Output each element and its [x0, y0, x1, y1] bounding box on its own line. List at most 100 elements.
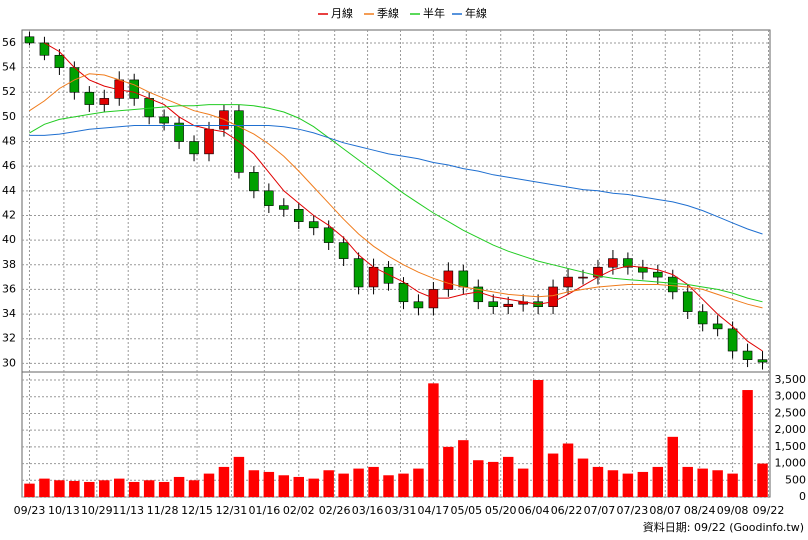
volume-bar	[727, 473, 738, 497]
candle-body	[323, 227, 334, 243]
volume-bar	[248, 470, 260, 497]
candle-body	[368, 266, 379, 288]
volume-bar	[368, 466, 379, 497]
volume-bar	[323, 470, 334, 497]
volume-bar	[278, 475, 290, 497]
x-tick-label: 09/22	[753, 504, 785, 517]
volume-bar	[622, 473, 634, 497]
candle-body	[697, 311, 708, 325]
volume-bar	[428, 383, 439, 497]
ma-line	[29, 73, 763, 309]
volume-bar	[114, 478, 125, 497]
y-tick-label: 44	[2, 184, 16, 197]
legend-label: 年線	[465, 6, 487, 20]
candle-body	[249, 172, 259, 192]
x-tick-label: 10/13	[48, 504, 80, 517]
x-tick-label: 05/20	[485, 504, 517, 517]
ma-line	[29, 125, 763, 235]
candle-body	[608, 258, 618, 268]
x-tick-label: 12/31	[216, 504, 248, 517]
candle-body	[503, 303, 513, 307]
volume-bar	[473, 460, 484, 497]
legend-label: 月線	[331, 6, 353, 20]
volume-bar	[233, 456, 245, 497]
x-tick-label: 07/23	[617, 504, 649, 517]
candle-body	[443, 270, 454, 290]
candle-body	[159, 116, 169, 124]
candle-body	[727, 328, 738, 352]
volume-bar	[188, 480, 200, 497]
candle-body	[488, 301, 499, 307]
y-tick-label: 36	[2, 282, 16, 295]
candle-body	[428, 289, 439, 309]
candle-body	[667, 276, 678, 293]
candle-body	[548, 286, 558, 307]
candle-body	[473, 286, 484, 303]
candle-body	[204, 128, 214, 155]
volume-bar	[218, 466, 230, 497]
volume-bar	[143, 480, 155, 497]
candle-body	[578, 276, 588, 279]
x-tick-label: 03/31	[385, 504, 417, 517]
candle-body	[129, 79, 139, 99]
volume-bar	[682, 466, 693, 497]
volume-bar	[158, 481, 170, 497]
volume-tick-label: 2,500	[775, 406, 807, 419]
x-tick-label: 03/16	[352, 504, 384, 517]
x-tick-label: 08/24	[684, 504, 716, 517]
volume-bar	[308, 478, 319, 497]
candle-body	[54, 54, 65, 68]
volume-bar	[742, 390, 753, 497]
volume-tick-label: 3,500	[775, 373, 807, 386]
y-tick-label: 32	[2, 332, 16, 345]
volume-tick-label: 1,500	[775, 440, 807, 453]
volume-tick-label: 0	[799, 490, 806, 503]
candle-body	[353, 258, 364, 288]
candle-body	[293, 209, 304, 222]
candle-body	[742, 350, 753, 360]
candle-body	[712, 323, 723, 330]
candle-body	[99, 98, 110, 105]
volume-bar	[293, 476, 304, 497]
volume-tick-label: 3,000	[775, 390, 807, 403]
volume-bar	[547, 453, 559, 497]
candle-body	[264, 190, 274, 206]
x-tick-label: 02/02	[283, 504, 315, 517]
x-tick-label: 09/23	[14, 504, 46, 517]
candle-body	[383, 266, 394, 284]
legend-label: 季線	[377, 6, 399, 20]
candle-body	[84, 91, 95, 105]
y-tick-label: 56	[2, 36, 16, 49]
volume-bar	[353, 468, 364, 497]
x-tick-label: 10/29	[81, 504, 113, 517]
source-note: 資料日期: 09/22 (Goodinfo.tw)	[643, 520, 804, 534]
volume-bar	[128, 481, 140, 497]
x-tick-label: 12/15	[181, 504, 213, 517]
candle-body	[623, 258, 633, 268]
x-tick-label: 06/22	[551, 504, 583, 517]
ma-line	[29, 104, 763, 303]
x-tick-label: 07/07	[584, 504, 616, 517]
volume-bar	[69, 480, 80, 497]
volume-bar	[443, 446, 454, 497]
y-tick-label: 42	[2, 208, 16, 221]
candle-body	[398, 282, 409, 303]
x-tick-label: 08/07	[649, 504, 681, 517]
candle-body	[24, 36, 35, 44]
volume-bar	[39, 478, 50, 497]
volume-bar	[458, 440, 469, 497]
x-tick-label: 09/08	[717, 504, 749, 517]
volume-bar	[712, 470, 723, 497]
x-tick-label: 11/28	[147, 504, 179, 517]
volume-bar	[577, 458, 589, 497]
y-tick-label: 40	[2, 233, 16, 246]
x-tick-label: 04/17	[418, 504, 450, 517]
volume-bar	[54, 480, 65, 497]
candle-body	[682, 291, 693, 312]
volume-bar	[488, 461, 499, 497]
volume-bar	[338, 473, 349, 497]
y-tick-label: 48	[2, 135, 16, 148]
candle-body	[219, 110, 229, 130]
volume-bar	[203, 473, 215, 497]
candle-body	[458, 270, 469, 288]
